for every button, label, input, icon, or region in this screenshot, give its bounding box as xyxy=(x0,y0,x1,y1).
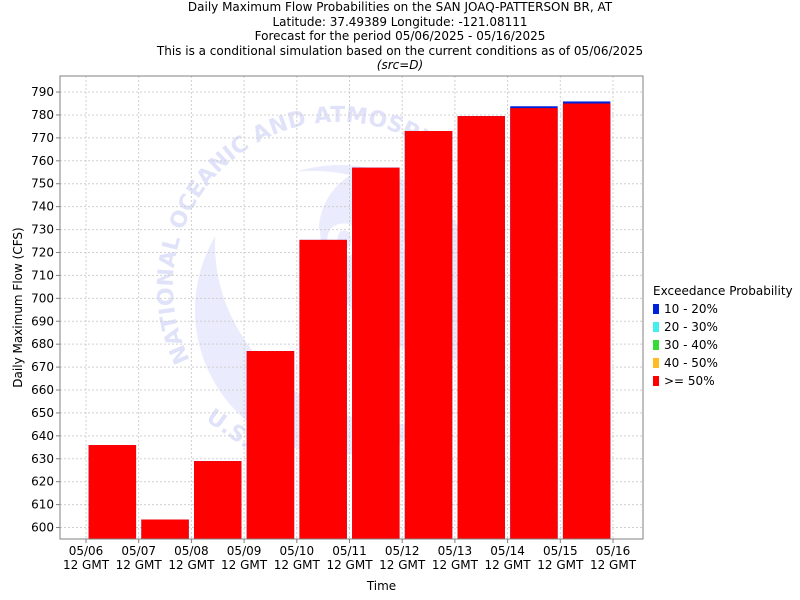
legend-label: 10 - 20% xyxy=(664,302,718,316)
legend-swatch xyxy=(653,304,659,314)
y-tick-label: 660 xyxy=(31,383,54,397)
legend-swatch xyxy=(653,322,659,332)
y-tick-label: 780 xyxy=(31,108,54,122)
legend-label: 20 - 30% xyxy=(664,320,718,334)
y-tick-label: 610 xyxy=(31,498,54,512)
y-tick-label: 690 xyxy=(31,314,54,328)
y-tick-label: 720 xyxy=(31,245,54,259)
x-tick-label: 05/10 12 GMT xyxy=(274,544,321,572)
x-tick-label: 05/09 12 GMT xyxy=(221,544,268,572)
bar-ge-50 xyxy=(194,461,242,539)
chart-subtitle-period: Forecast for the period 05/06/2025 - 05/… xyxy=(254,29,546,43)
x-tick-label: 05/15 12 GMT xyxy=(537,544,584,572)
legend: Exceedance Probability 10 - 20% 20 - 30%… xyxy=(653,284,793,390)
bar-ge-50 xyxy=(352,167,400,539)
chart-subtitle-conditions: This is a conditional simulation based o… xyxy=(156,43,644,58)
legend-label: 30 - 40% xyxy=(664,338,718,352)
x-tick-label: 05/06 12 GMT xyxy=(63,544,110,572)
bar-ge-50 xyxy=(141,519,189,539)
y-tick-label: 640 xyxy=(31,429,54,443)
y-tick-label: 700 xyxy=(31,291,54,305)
y-tick-label: 650 xyxy=(31,406,54,420)
y-tick-label: 680 xyxy=(31,337,54,351)
y-tick-label: 670 xyxy=(31,360,54,374)
legend-item: 10 - 20% xyxy=(653,300,793,318)
x-tick-label: 05/12 12 GMT xyxy=(379,544,426,572)
x-axis-label: Time xyxy=(366,579,396,593)
legend-title: Exceedance Probability xyxy=(653,284,793,298)
x-tick-label: 05/16 12 GMT xyxy=(590,544,637,572)
legend-item: 30 - 40% xyxy=(653,336,793,354)
legend-swatch xyxy=(653,358,659,368)
legend-item: 20 - 30% xyxy=(653,318,793,336)
y-tick-label: 730 xyxy=(31,223,54,237)
bar-ge-50 xyxy=(88,445,137,539)
x-tick-label: 05/14 12 GMT xyxy=(485,544,532,572)
chart-subtitle-location: Latitude: 37.49389 Longitude: -121.08111 xyxy=(272,14,528,29)
legend-label: >= 50% xyxy=(664,374,715,388)
legend-swatch xyxy=(653,376,659,386)
bar-ge-50 xyxy=(299,239,347,539)
legend-item: 40 - 50% xyxy=(653,354,793,372)
bar-ge-50 xyxy=(510,108,558,539)
y-tick-label: 770 xyxy=(31,131,54,145)
y-axis-label: Daily Maximum Flow (CFS) xyxy=(11,227,25,387)
plot-area: 600 610 620 630 640 650 660 670 680 690 700 710 720 7… xyxy=(11,75,644,593)
y-tick-label: 760 xyxy=(31,154,54,168)
bar-ge-50 xyxy=(457,116,505,539)
y-tick-label: 600 xyxy=(31,521,54,535)
bar-ge-50 xyxy=(404,131,453,540)
chart-source: (src=D) xyxy=(376,58,424,72)
legend-item: >= 50% xyxy=(653,372,793,390)
bar-ge-50 xyxy=(562,103,611,540)
x-tick-label: 05/13 12 GMT xyxy=(432,544,479,572)
y-tick-label: 630 xyxy=(31,452,54,466)
chart-title: Daily Maximum Flow Probabilities on the … xyxy=(187,0,613,14)
x-tick-label: 05/11 12 GMT xyxy=(326,544,373,572)
y-tick-label: 790 xyxy=(31,85,54,99)
x-tick-label: 05/07 12 GMT xyxy=(116,544,163,572)
bar-ge-50 xyxy=(246,351,295,539)
y-tick-label: 710 xyxy=(31,268,54,282)
plot-frame xyxy=(59,75,644,540)
legend-swatch xyxy=(653,340,659,350)
y-tick-label: 740 xyxy=(31,200,54,214)
y-tick-label: 620 xyxy=(31,475,54,489)
legend-label: 40 - 50% xyxy=(664,356,718,370)
y-tick-label: 750 xyxy=(31,177,54,191)
chart-titles: Daily Maximum Flow Probabilities on the … xyxy=(0,0,800,73)
x-tick-label: 05/08 12 GMT xyxy=(168,544,215,572)
